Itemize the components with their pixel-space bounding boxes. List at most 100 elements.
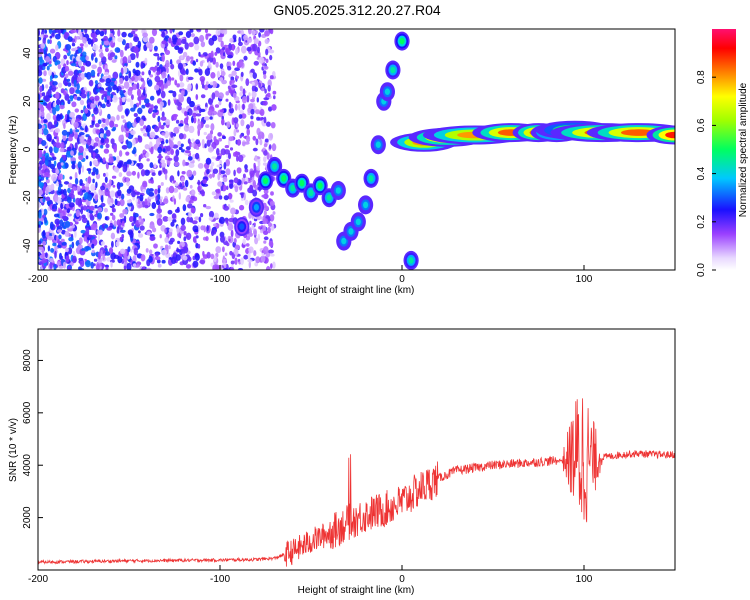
noise-blob xyxy=(143,149,146,154)
noise-blob xyxy=(215,235,219,243)
noise-blob xyxy=(233,177,239,184)
noise-blob xyxy=(49,221,54,230)
noise-blob xyxy=(172,144,179,149)
noise-blob xyxy=(228,152,231,160)
noise-blob xyxy=(229,199,234,203)
noise-blob xyxy=(38,59,45,65)
noise-blob xyxy=(247,259,253,263)
noise-blob xyxy=(205,157,212,165)
noise-blob xyxy=(92,167,97,173)
noise-blob xyxy=(107,56,113,61)
noise-blob xyxy=(113,145,117,153)
noise-blob xyxy=(167,157,173,161)
noise-blob xyxy=(259,216,264,220)
noise-blob xyxy=(160,104,163,111)
noise-blob xyxy=(154,75,161,83)
colorbar-ticks: 0.0 0.2 0.4 0.6 0.8 xyxy=(696,70,716,277)
noise-blob xyxy=(58,173,64,181)
noise-blob xyxy=(105,264,109,268)
noise-blob xyxy=(119,198,125,207)
noise-blob xyxy=(102,157,106,163)
noise-blob xyxy=(118,150,123,157)
noise-blob xyxy=(160,84,164,92)
noise-blob xyxy=(91,64,97,69)
noise-blob xyxy=(71,42,76,47)
noise-blob xyxy=(84,107,89,114)
noise-blob xyxy=(149,162,154,169)
noise-blob xyxy=(117,104,123,112)
noise-blob xyxy=(149,249,153,255)
noise-blob xyxy=(85,199,91,206)
noise-blob xyxy=(110,212,114,216)
noise-blob xyxy=(162,216,169,222)
noise-blob xyxy=(146,231,152,236)
noise-blob xyxy=(205,236,209,242)
noise-blob xyxy=(209,81,214,86)
noise-blob xyxy=(147,131,150,137)
noise-blob xyxy=(126,262,132,270)
noise-blob xyxy=(75,129,80,133)
noise-blob xyxy=(98,61,102,67)
noise-blob xyxy=(49,35,53,39)
noise-blob xyxy=(62,154,67,161)
snr-series-line xyxy=(38,398,675,567)
noise-blob xyxy=(154,84,160,91)
track-blob xyxy=(665,131,675,139)
noise-blob xyxy=(44,29,48,34)
noise-blob xyxy=(250,98,255,103)
noise-blob xyxy=(78,47,83,54)
noise-blob xyxy=(81,51,87,57)
noise-blob xyxy=(54,218,61,225)
noise-blob xyxy=(164,228,167,234)
noise-blob xyxy=(86,71,92,80)
noise-blob xyxy=(156,259,161,264)
noise-blob xyxy=(205,124,210,128)
noise-blob xyxy=(229,183,234,189)
noise-blob xyxy=(69,111,75,118)
noise-blob xyxy=(66,137,69,142)
noise-blob xyxy=(215,246,222,254)
noise-blob xyxy=(199,259,206,264)
noise-blob xyxy=(111,59,117,63)
noise-blob xyxy=(63,181,70,185)
noise-blob xyxy=(251,224,255,231)
noise-blob xyxy=(192,260,199,268)
noise-blob xyxy=(177,240,181,244)
noise-blob xyxy=(263,156,267,163)
noise-blob xyxy=(82,37,87,44)
noise-blob xyxy=(76,76,82,82)
noise-blob xyxy=(204,143,207,149)
noise-blob xyxy=(249,184,254,191)
noise-blob xyxy=(42,155,46,162)
noise-blob xyxy=(209,116,213,120)
noise-blob xyxy=(234,185,239,193)
noise-blob xyxy=(257,160,261,167)
noise-blob xyxy=(168,228,173,233)
noise-blob xyxy=(250,115,254,120)
noise-blob xyxy=(232,92,237,99)
noise-blob xyxy=(168,245,171,250)
noise-blob xyxy=(166,67,169,74)
noise-blob xyxy=(204,106,208,111)
noise-blob xyxy=(236,167,242,174)
noise-blob xyxy=(115,241,120,247)
noise-blob xyxy=(56,113,61,122)
noise-blob xyxy=(239,91,244,97)
noise-blob xyxy=(189,56,194,60)
noise-blob xyxy=(263,97,270,101)
noise-blob xyxy=(74,230,77,238)
noise-blob xyxy=(150,179,154,184)
noise-blob xyxy=(38,176,42,180)
noise-blob xyxy=(79,179,83,186)
noise-blob xyxy=(269,54,273,61)
noise-blob xyxy=(218,137,223,142)
noise-blob xyxy=(194,216,200,221)
noise-blob xyxy=(195,83,199,90)
noise-blob xyxy=(191,116,194,124)
noise-blob xyxy=(268,240,274,247)
noise-blob xyxy=(41,92,46,97)
noise-blob xyxy=(194,44,200,51)
noise-blob xyxy=(91,120,95,126)
noise-blob xyxy=(110,232,116,240)
noise-blob xyxy=(85,260,91,268)
